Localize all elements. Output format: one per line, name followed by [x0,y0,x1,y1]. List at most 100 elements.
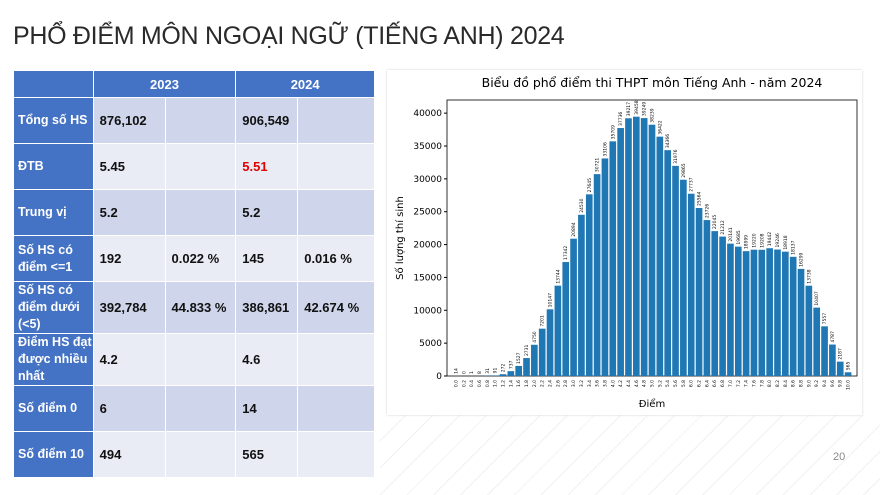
bar [844,372,852,376]
page-title: PHỔ ĐIỂM MÔN NGOẠI NGỮ (TIẾNG ANH) 2024 [13,22,565,50]
x-tick-label: 1.4 [508,380,514,387]
bar-value-label: 34366 [665,134,671,148]
bar-value-label: 39458 [634,100,640,114]
cell-c3: 386,861 [235,281,299,334]
bar-value-label: 18999 [744,235,750,249]
x-tick-label: 1.2 [500,380,506,387]
bar [727,243,734,376]
cell-label: Số điểm 10 [13,431,94,478]
x-tick-label: 4.2 [618,380,624,387]
bar [813,307,821,376]
cell-label: Số HS có điểm <=1 [13,235,94,282]
bar-value-label: 29865 [681,163,687,177]
bar [782,251,789,376]
bar [617,128,624,376]
page-number: 20 [833,451,846,463]
x-tick-label: 5.0 [650,380,656,387]
cell-c1: 4.2 [92,333,166,386]
x-tick-label: 6.8 [720,380,726,387]
cell-c4 [297,189,375,236]
table-row: ĐTB 5.45 5.51 [13,143,375,190]
cell-c4 [297,333,375,386]
cell-c4 [297,385,375,432]
bar-value-label: 38239 [650,108,656,122]
background-pattern [380,415,880,495]
bar-value-label: 24530 [579,198,585,212]
bar [609,141,617,376]
cell-c3: 4.6 [235,333,299,386]
bar-value-label: 10147 [548,293,554,307]
bar-value-label: 565 [846,362,852,371]
chart-svg: Biểu đồ phổ điểm thi THPT môn Tiếng Anh … [394,75,858,410]
x-tick-label: 8.2 [775,380,781,387]
x-tick-label: 6.0 [689,380,695,387]
bar-value-label: 14 [453,368,459,374]
x-tick-label: 0.2 [461,380,467,387]
table-row: Số HS có điểm <=1 192 0.022 % 145 0.016 % [13,235,375,282]
cell-label: Trung vị [13,189,94,236]
bar-value-label: 19208 [759,233,765,247]
x-tick-label: 5.8 [681,380,687,387]
bar-value-label: 25564 [697,192,703,206]
bar [593,174,601,376]
bar [829,344,836,376]
x-axis-label: Điểm [639,397,665,410]
bar [821,326,828,376]
cell-c1: 192 [92,235,166,282]
bar [742,251,750,376]
cell-c2 [164,97,237,144]
x-tick-label: 0.6 [477,380,483,387]
bar [711,231,719,376]
bar-value-label: 18918 [783,235,789,249]
bar [734,246,742,376]
x-tick-label: 3.6 [595,380,601,387]
bar-value-label: 20141 [728,227,734,241]
bar-value-label: 4787 [830,331,836,343]
bar-value-label: 272 [500,363,506,372]
cell-label: Số điểm 0 [13,385,94,432]
bar [538,328,546,376]
bar-value-label: 16299 [799,252,805,266]
bar-value-label: 23726 [704,204,710,218]
bar-value-label: 19685 [736,230,742,244]
bar [656,136,664,376]
x-tick-label: 9.0 [806,380,812,387]
x-tick-label: 9.8 [838,380,844,387]
bar [695,208,703,376]
bar-value-label: 1527 [516,352,522,364]
y-tick-label: 25000 [413,208,442,218]
bar-value-label: 4750 [532,331,538,343]
header-2024: 2024 [235,70,375,98]
bar [507,371,515,376]
bar [554,285,562,376]
bar-value-label: 31976 [673,149,679,163]
bar-value-label: 10407 [814,291,820,305]
bar [546,309,554,376]
score-distribution-chart: Biểu đồ phổ điểm thi THPT môn Tiếng Anh … [387,70,862,415]
cell-label: ĐTB [13,143,94,190]
x-tick-label: 7.2 [736,380,742,387]
x-tick-label: 0.8 [485,380,491,387]
bar [570,238,577,376]
bar-value-label: 19442 [767,232,773,246]
bar [703,220,711,376]
y-tick-label: 15000 [413,273,442,283]
bar-value-label: 1 [469,371,475,374]
bar-value-label: 0 [461,371,467,374]
cell-c2: 0.022 % [164,235,237,282]
x-tick-label: 1.8 [524,380,530,387]
bar-value-label: 19246 [775,233,781,247]
cell-c4 [297,97,375,144]
x-tick-label: 6.6 [712,380,718,387]
bar-value-label: 2187 [838,348,844,360]
bar [625,118,632,377]
bar-value-label: 19220 [751,233,757,247]
bar-value-label: 33106 [602,142,608,156]
bar [515,365,522,376]
cell-label: Tổng số HS [13,97,94,144]
x-tick-label: 7.4 [744,380,750,387]
bar [531,344,538,376]
bar [789,256,797,376]
y-axis-label: Số lượng thí sinh [394,196,406,280]
bar [585,194,593,376]
